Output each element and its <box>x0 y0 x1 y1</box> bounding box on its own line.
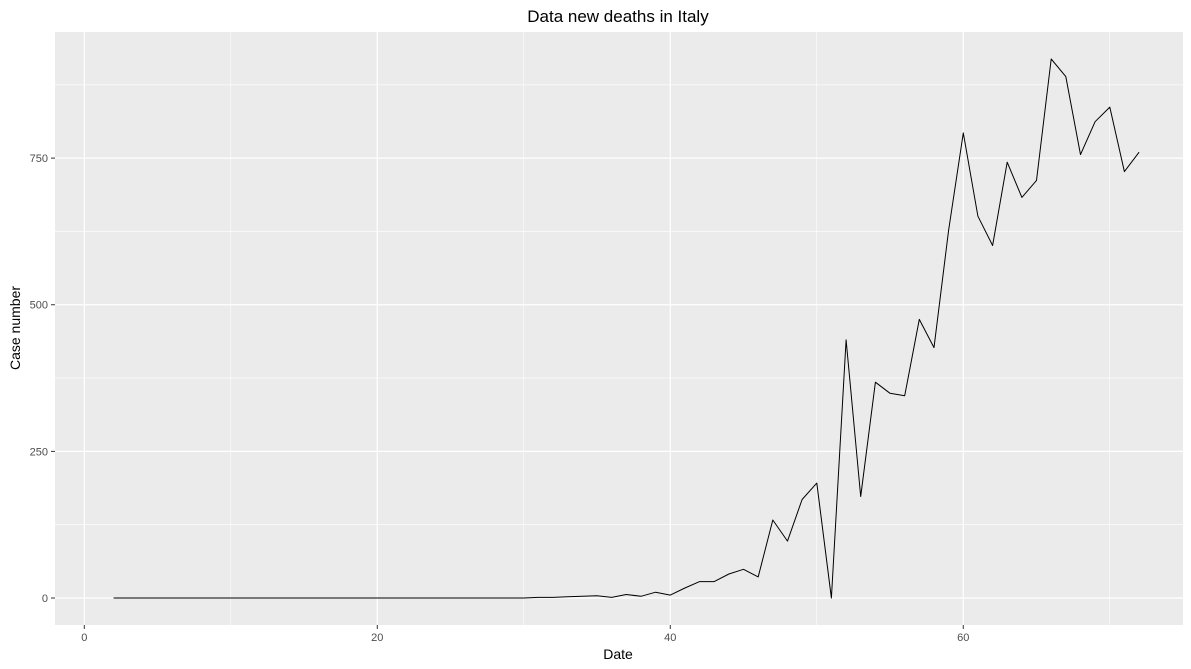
x-tick-label: 20 <box>371 632 383 644</box>
y-tick-label: 500 <box>30 300 48 312</box>
x-axis: 0 20 40 60 <box>81 625 969 644</box>
y-axis-title: Case number <box>7 286 23 370</box>
x-tick-label: 60 <box>957 632 969 644</box>
major-gridlines <box>55 32 1183 625</box>
x-axis-title: Date <box>603 646 633 662</box>
y-axis: 0 250 500 750 <box>30 153 55 605</box>
chart-title: Data new deaths in Italy <box>527 7 709 26</box>
plot-panel <box>55 32 1183 625</box>
minor-gridlines <box>55 32 1183 625</box>
x-tick-label: 40 <box>664 632 676 644</box>
x-tick-label: 0 <box>81 632 87 644</box>
y-tick-label: 0 <box>42 593 48 605</box>
y-tick-label: 250 <box>30 446 48 458</box>
series-layer <box>113 58 1140 599</box>
y-tick-label: 750 <box>30 153 48 165</box>
series-line-0 <box>113 58 1140 599</box>
